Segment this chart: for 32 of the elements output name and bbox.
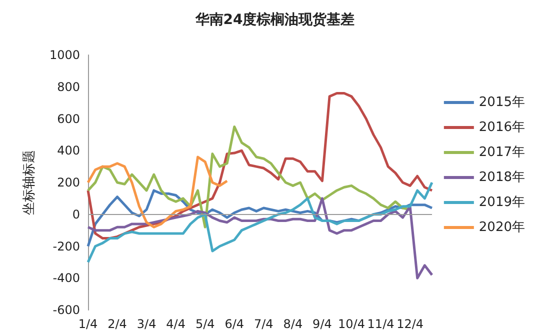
x-tick-label: 11/4 [367, 317, 394, 330]
line-series [86, 197, 434, 280]
legend-label: 2018年 [478, 170, 526, 185]
legend-label: 2017年 [478, 145, 526, 160]
x-tick-label: 2/4 [108, 317, 127, 330]
y-tick-label: -200 [52, 239, 80, 254]
legend-label: 2016年 [478, 120, 526, 135]
x-tick-label: 3/4 [136, 317, 156, 330]
line-series [86, 181, 434, 264]
y-tick-label: -600 [52, 303, 80, 317]
x-tick-label: 10/4 [338, 317, 365, 330]
legend-label: 2020年 [478, 220, 526, 235]
y-tick-label: 800 [57, 80, 80, 94]
y-tick-label: 1000 [49, 48, 80, 62]
legend-label: 2015年 [478, 95, 526, 110]
y-tick-label: 600 [57, 112, 80, 126]
legend-label: 2019年 [478, 195, 526, 210]
line-series [86, 156, 228, 228]
y-axis-title: 坐标轴标题 [22, 150, 37, 215]
y-tick-label: -400 [52, 271, 80, 286]
y-tick-label: 0 [72, 207, 80, 222]
chart-title: 华南24度棕榈油现货基差 [194, 11, 355, 28]
x-tick-label: 12/4 [396, 317, 424, 330]
y-tick-label: 400 [57, 144, 80, 158]
x-tick-label: 8/4 [283, 317, 303, 330]
x-tick-label: 1/4 [78, 317, 98, 330]
x-tick-label: 9/4 [312, 317, 332, 330]
x-tick-label: 5/4 [195, 317, 215, 330]
x-tick-label: 7/4 [254, 317, 274, 330]
y-tick-label: 200 [57, 176, 80, 190]
x-tick-label: 6/4 [224, 317, 244, 330]
x-tick-label: 4/4 [166, 317, 186, 330]
